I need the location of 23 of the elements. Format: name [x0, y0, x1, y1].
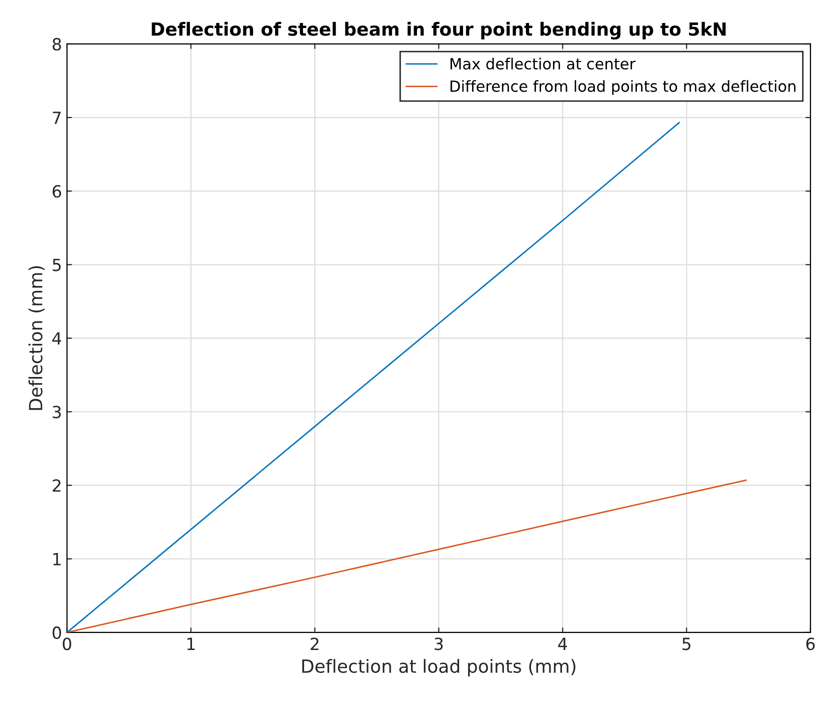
legend-label: Difference from load points to max deflection	[450, 80, 796, 95]
chart-title: Deflection of steel beam in four point bending up to 5kN	[152, 22, 726, 40]
y-tick-label: 7	[52, 112, 61, 124]
line-series	[66, 479, 747, 632]
x-tick-label: 2	[310, 638, 318, 650]
y-axis-title: Deflection (mm)	[28, 266, 45, 410]
x-tick-label: 3	[434, 638, 443, 650]
y-tick-label: 2	[52, 479, 60, 492]
x-tick-label: 4	[558, 638, 568, 650]
y-tick-label: 3	[52, 406, 61, 418]
x-tick-label: 5	[682, 638, 690, 650]
y-tick-label: 4	[52, 332, 62, 345]
y-tick-label: 8	[52, 38, 61, 51]
y-tick-label: 1	[53, 553, 61, 566]
x-tick-label: 6	[806, 638, 815, 650]
y-tick-label: 5	[52, 258, 61, 272]
legend-label: Max deflection at center	[450, 58, 636, 70]
x-tick-label: 0	[62, 638, 72, 650]
y-tick-label: 0	[52, 626, 62, 639]
y-tick-label: 6	[52, 185, 62, 198]
x-tick-label: 1	[187, 638, 195, 650]
line-series	[66, 122, 680, 632]
x-axis-title: Deflection at load points (mm)	[302, 658, 576, 676]
